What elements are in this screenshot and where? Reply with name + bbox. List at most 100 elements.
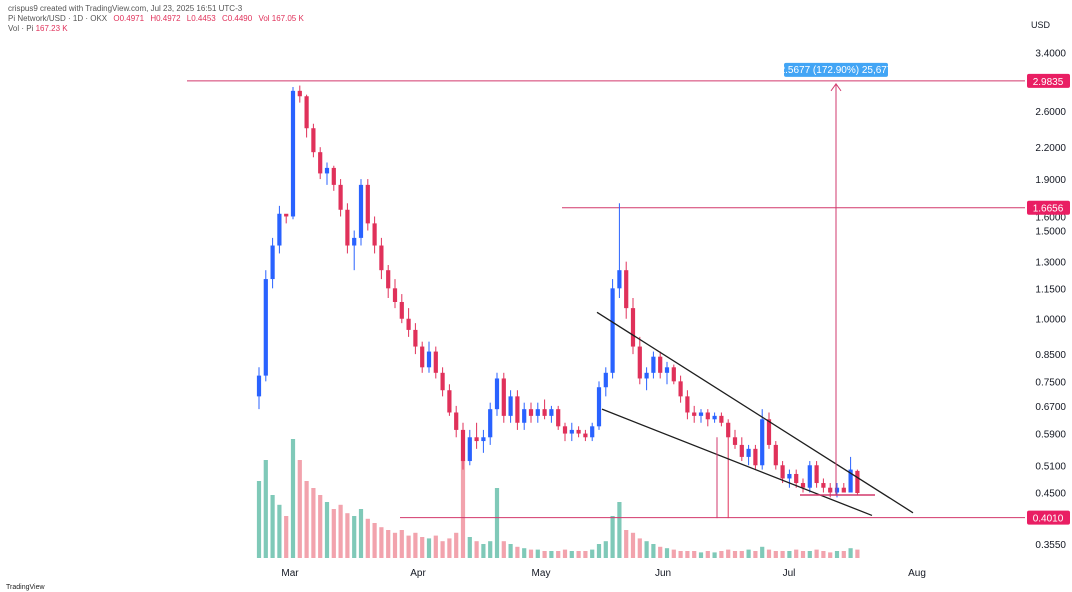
candle-body: [746, 448, 751, 457]
volume-bar: [712, 552, 717, 558]
volume-bar: [698, 552, 704, 558]
volume-bar: [549, 551, 554, 558]
author-line: crispus9 created with TradingView.com, J…: [8, 4, 243, 13]
candle-body: [630, 308, 636, 347]
wedge-upper-trendline: [596, 311, 914, 514]
volume-bar: [501, 541, 506, 558]
volume-bar: [807, 551, 812, 558]
x-axis-tick: May: [532, 568, 551, 579]
volume-bar: [331, 509, 336, 558]
volume-bar: [399, 530, 404, 558]
candle-body: [624, 270, 629, 309]
candle-body: [766, 419, 772, 445]
candle-body: [814, 465, 819, 484]
candle-body: [406, 318, 411, 330]
candle-body: [474, 437, 479, 442]
volume-bar: [256, 481, 262, 558]
candle-body: [787, 473, 792, 479]
candle-body: [603, 372, 608, 388]
volume-bar: [855, 549, 860, 558]
volume-bar: [542, 551, 547, 558]
candle-body: [651, 356, 656, 373]
volume-bar: [692, 551, 697, 558]
candle-body: [569, 429, 574, 434]
candle-body: [284, 213, 289, 217]
axis-unit: USD: [1030, 20, 1050, 30]
price-tag: [1027, 73, 1070, 88]
candle-body: [494, 378, 500, 410]
candle-body: [277, 213, 282, 246]
candle-body: [426, 351, 432, 368]
volume-bar: [365, 518, 370, 558]
x-axis-tick: Aug: [908, 568, 926, 579]
candle-body: [481, 437, 486, 442]
candle-body: [719, 415, 724, 423]
y-axis-tick: 3.4000: [1035, 48, 1066, 59]
volume-bar: [766, 549, 772, 558]
candle-body: [379, 245, 384, 271]
volume-label: Vol · Pi: [8, 24, 34, 33]
candle-body: [433, 351, 438, 373]
ohlc-line: Pi Network/USD · 1D · OKX O0.4971 H0.497…: [8, 14, 308, 24]
candle-body: [692, 412, 697, 416]
volume-bar: [454, 532, 459, 558]
volume-bar: [488, 541, 493, 558]
candle-body: [467, 437, 472, 462]
volume-bar: [338, 504, 343, 558]
tradingview-logo: TradingView: [6, 584, 45, 591]
volume-bar: [392, 532, 398, 558]
candle-body: [739, 444, 744, 457]
price-tag-label: 1.6656: [1033, 204, 1064, 215]
price-tag-label: 2.9835: [1033, 77, 1064, 88]
volume-bar: [651, 544, 656, 558]
candle-body: [726, 422, 731, 438]
candle-body: [848, 469, 853, 493]
volume-bar: [624, 530, 629, 558]
volume-bar: [671, 549, 676, 558]
y-axis-tick: 1.9000: [1035, 175, 1066, 186]
volume-bar: [583, 551, 588, 558]
candle-body: [386, 270, 391, 289]
candle-body: [773, 444, 778, 466]
volume-bar: [481, 544, 486, 558]
candle-body: [800, 483, 806, 488]
candle-body: [454, 412, 459, 430]
candle-body: [644, 372, 649, 379]
volume-bar: [460, 460, 466, 558]
candle-body: [318, 152, 323, 174]
volume-bar: [658, 546, 663, 558]
volume-bar: [379, 527, 384, 558]
volume-bar: [678, 551, 683, 558]
y-axis-tick: 1.5000: [1035, 227, 1066, 238]
candle-body: [515, 396, 520, 423]
candle-body: [345, 209, 350, 246]
volume-bar: [732, 551, 738, 558]
candle-body: [338, 184, 343, 210]
y-axis-tick: 0.4500: [1035, 489, 1066, 500]
volume-bar: [426, 538, 432, 558]
candle-body: [263, 279, 268, 376]
chart-header: crispus9 created with TradingView.com, J…: [8, 4, 308, 34]
volume-bar: [794, 549, 799, 558]
candle-body: [324, 167, 330, 174]
candle-body: [576, 429, 581, 434]
candle-body: [508, 396, 513, 416]
candle-body: [705, 412, 710, 420]
candle-body: [658, 356, 663, 373]
volume-bar: [726, 549, 731, 558]
candle-body: [297, 90, 302, 97]
price-tag: [1027, 200, 1070, 215]
volume-bar: [556, 551, 561, 558]
volume-bar: [474, 541, 479, 558]
volume-bar: [828, 552, 833, 558]
volume-bar: [440, 541, 445, 558]
candle-body: [365, 184, 370, 224]
y-axis-tick: 1.0000: [1035, 315, 1066, 326]
candle-body: [841, 487, 846, 493]
y-axis-tick: 0.8500: [1035, 350, 1066, 361]
y-axis-tick: 1.6000: [1035, 212, 1066, 223]
volume-bar: [610, 516, 615, 558]
arrow-head-icon: [830, 83, 842, 92]
candle-body: [610, 288, 615, 373]
